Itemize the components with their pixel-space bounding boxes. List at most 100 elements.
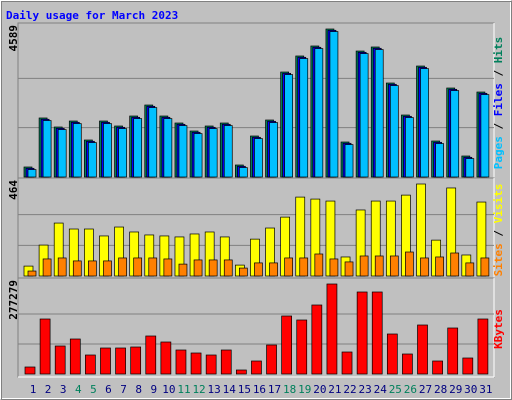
bar (281, 315, 292, 375)
bar (299, 257, 309, 277)
bar (118, 128, 127, 178)
legend: KBytes (492, 309, 505, 349)
bar (130, 346, 142, 375)
bar (220, 349, 232, 375)
bar (103, 123, 112, 178)
x-tick-label: 26 (404, 383, 417, 396)
bar (329, 258, 339, 277)
bar (148, 257, 158, 277)
bar (269, 122, 278, 178)
bar (329, 31, 339, 178)
bar (223, 259, 233, 277)
bar (402, 353, 413, 375)
x-tick-label: 4 (75, 383, 82, 396)
bar (359, 53, 369, 178)
bar (420, 68, 429, 178)
bar (432, 360, 443, 375)
legend-entry: Visits (492, 184, 505, 224)
legend-separator: / (492, 223, 505, 243)
bar (299, 58, 309, 178)
bar (42, 258, 52, 277)
bar (405, 251, 414, 277)
bar (163, 118, 173, 178)
x-tick-label: 25 (389, 383, 402, 396)
bar (326, 283, 338, 375)
bar (118, 257, 127, 277)
bar (311, 304, 323, 375)
bar (72, 260, 82, 277)
bar (420, 257, 429, 277)
x-tick-label: 15 (238, 383, 251, 396)
bar (344, 144, 354, 178)
x-tick-label: 31 (479, 383, 492, 396)
bar (477, 318, 489, 375)
bar (178, 125, 188, 178)
x-tick-label: 14 (223, 383, 237, 396)
bar (254, 138, 263, 178)
bar (223, 125, 233, 178)
x-tick-label: 10 (162, 383, 175, 396)
bar (447, 327, 459, 375)
x-tick-label: 24 (374, 383, 388, 396)
bar (417, 324, 428, 375)
bar (208, 128, 218, 178)
legend-separator: / (492, 63, 505, 83)
bar (269, 262, 278, 277)
bar (72, 123, 82, 178)
chart-title: Daily usage for March 2023 (6, 9, 178, 22)
x-tick-label: 2 (45, 383, 52, 396)
bar (27, 169, 37, 178)
legend: Pages / Files / Hits (492, 37, 505, 170)
bar (42, 120, 52, 178)
bar (145, 335, 157, 375)
bar (435, 143, 444, 178)
bar (115, 347, 126, 375)
x-tick-label: 12 (192, 383, 205, 396)
bar (85, 354, 96, 375)
bar (39, 318, 51, 375)
x-tick-label: 18 (283, 383, 296, 396)
bar (57, 257, 67, 277)
bar (54, 345, 66, 375)
bar (133, 118, 143, 178)
bar (374, 255, 384, 277)
bar (480, 94, 490, 178)
bar (465, 262, 475, 277)
y-tick-label: 4589 (7, 25, 20, 52)
x-tick-label: 9 (150, 383, 157, 396)
legend-entry: Sites (492, 243, 505, 276)
bar (314, 253, 324, 277)
y-tick-label: 277279 (7, 280, 20, 320)
bar (374, 49, 384, 178)
x-tick-label: 7 (120, 383, 127, 396)
x-tick-label: 23 (359, 383, 372, 396)
bar (160, 341, 172, 375)
bar (193, 259, 203, 277)
bar (389, 255, 399, 277)
bar (462, 357, 474, 375)
bar (254, 262, 263, 277)
legend-entry: Pages (492, 136, 505, 169)
bar (239, 167, 248, 178)
x-tick-label: 21 (328, 383, 341, 396)
x-tick-label: 22 (343, 383, 356, 396)
y-tick-label: 464 (7, 180, 20, 200)
x-tick-label: 27 (419, 383, 432, 396)
bar (450, 90, 460, 178)
bar (88, 260, 97, 277)
bar (103, 260, 112, 277)
legend-entry: KBytes (492, 309, 505, 349)
bar (389, 85, 399, 178)
bar (371, 291, 383, 375)
bar (480, 257, 490, 277)
x-tick-label: 11 (177, 383, 190, 396)
bar (24, 366, 36, 375)
bar (251, 360, 262, 375)
bar (296, 319, 308, 375)
bar (405, 117, 414, 178)
bar (284, 74, 293, 178)
bar (88, 142, 97, 178)
x-tick-label: 1 (30, 383, 37, 396)
bar (341, 351, 353, 375)
